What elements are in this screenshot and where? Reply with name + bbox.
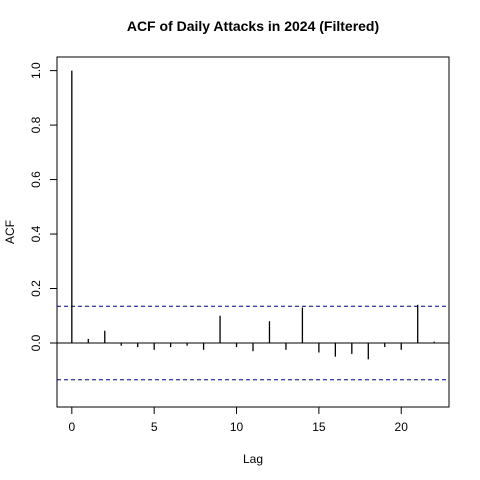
y-tick-label: 0.2 bbox=[29, 280, 43, 297]
y-tick-label: 0.4 bbox=[29, 225, 43, 242]
y-tick-label: 1.0 bbox=[29, 62, 43, 79]
x-axis: 0 5 10 15 20 bbox=[68, 407, 408, 434]
y-tick-label: 0.8 bbox=[29, 116, 43, 133]
x-tick-label: 5 bbox=[151, 420, 158, 434]
y-axis: 0.0 0.2 0.4 0.6 0.8 1.0 bbox=[29, 62, 57, 351]
y-tick-label: 0.6 bbox=[29, 171, 43, 188]
plot-frame bbox=[57, 57, 449, 407]
acf-bars bbox=[72, 71, 434, 360]
x-tick-label: 0 bbox=[68, 420, 75, 434]
x-tick-label: 20 bbox=[395, 420, 409, 434]
y-tick-label: 0.0 bbox=[29, 334, 43, 351]
chart-title: ACF of Daily Attacks in 2024 (Filtered) bbox=[127, 18, 379, 34]
y-axis-label: ACF bbox=[3, 220, 17, 244]
x-tick-label: 15 bbox=[312, 420, 326, 434]
x-tick-label: 10 bbox=[230, 420, 244, 434]
x-axis-label: Lag bbox=[243, 452, 263, 466]
